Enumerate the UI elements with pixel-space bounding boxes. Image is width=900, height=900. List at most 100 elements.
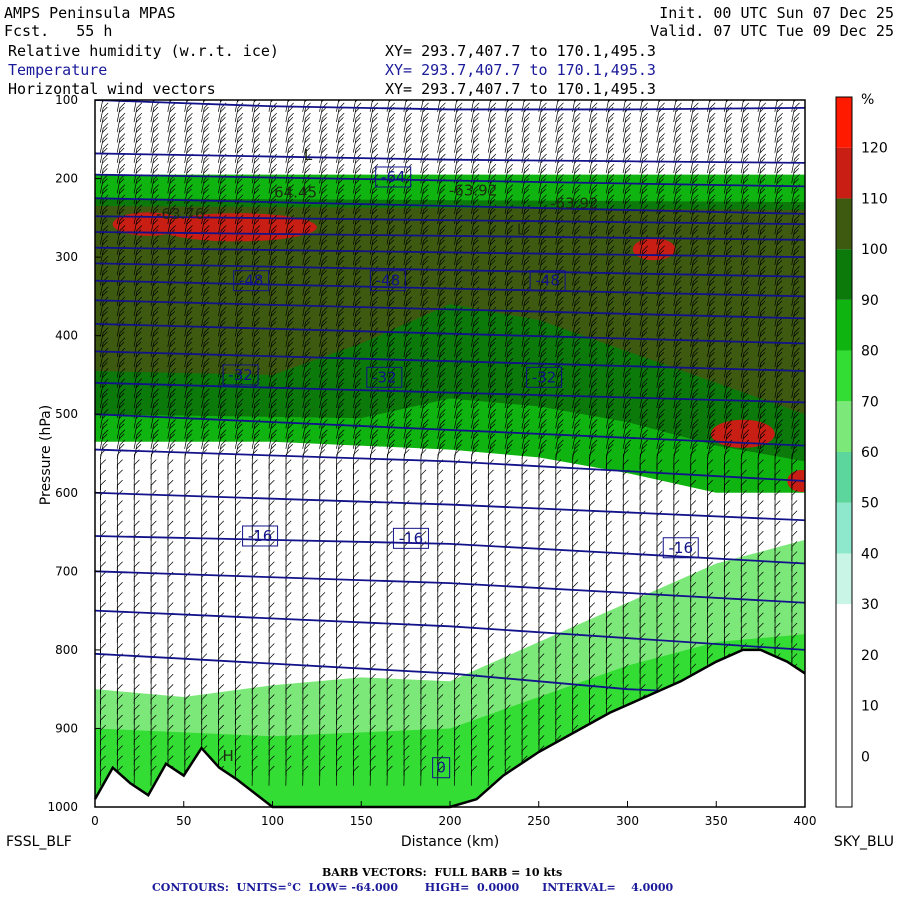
wind-barb-2613 bbox=[757, 100, 763, 112]
wind-barb-2191 bbox=[639, 571, 646, 592]
wind-barb-1697 bbox=[521, 317, 530, 337]
wind-barb-1403 bbox=[437, 735, 444, 756]
wind-barb-1679 bbox=[521, 133, 530, 153]
wind-barb-608 bbox=[251, 143, 261, 163]
wind-barb-673 bbox=[268, 123, 278, 143]
wind-barb-1200 bbox=[386, 714, 393, 735]
wind-barb-2546 bbox=[740, 100, 746, 112]
wind-barb-2010 bbox=[605, 100, 611, 112]
wind-barb-404 bbox=[201, 112, 210, 133]
wind-barb-2397 bbox=[690, 622, 697, 643]
colorbar-tick-6: 60 bbox=[861, 445, 879, 461]
wind-barb-1916 bbox=[572, 500, 579, 521]
wind-barb-1295 bbox=[420, 317, 429, 337]
wind-barb-1615 bbox=[504, 163, 514, 184]
wind-barb-782 bbox=[285, 551, 292, 572]
wind-barb-1131 bbox=[369, 694, 376, 715]
wind-barb-2064 bbox=[605, 643, 612, 664]
wind-barb-1378 bbox=[437, 479, 444, 500]
wind-barb-1999 bbox=[588, 663, 595, 684]
wind-barb-1121 bbox=[369, 592, 376, 613]
wind-barb-295 bbox=[167, 368, 176, 388]
wind-barb-33 bbox=[99, 429, 109, 449]
wind-barb-1504 bbox=[470, 398, 480, 419]
wind-barb-589 bbox=[234, 633, 241, 654]
wind-barb-1928 bbox=[572, 622, 579, 643]
wind-barb-1187 bbox=[386, 581, 393, 602]
wind-barb-309 bbox=[167, 510, 174, 531]
wind-barb-1635 bbox=[504, 368, 514, 388]
wind-barb-1797 bbox=[538, 653, 545, 674]
wind-barb-1498 bbox=[470, 337, 480, 357]
colorbar-bin-13 bbox=[836, 97, 852, 148]
wind-barb-930 bbox=[319, 694, 326, 715]
wind-barb-1745 bbox=[538, 123, 547, 143]
wind-barb-327 bbox=[167, 694, 174, 715]
wind-barb-4 bbox=[99, 133, 109, 153]
wind-barb-1898 bbox=[572, 317, 581, 337]
wind-barb-2574 bbox=[740, 378, 750, 398]
wind-barb-1863 bbox=[555, 643, 562, 664]
wind-barb-1738 bbox=[521, 735, 528, 756]
contour-label-5: -48 bbox=[239, 272, 264, 290]
wind-barb-38 bbox=[99, 479, 106, 500]
wind-barb-1111 bbox=[369, 490, 376, 511]
wind-barb-1030 bbox=[352, 347, 362, 368]
wind-barb-1647 bbox=[504, 490, 511, 511]
wind-barb-1470 bbox=[454, 735, 461, 756]
wind-barb-1818 bbox=[555, 184, 564, 204]
colorbar-bin-5 bbox=[836, 502, 852, 554]
wind-barb-2153 bbox=[639, 184, 648, 204]
wind-barb-2399 bbox=[690, 643, 697, 664]
wind-barb-187 bbox=[133, 633, 140, 654]
wind-barb-1880 bbox=[572, 133, 581, 153]
wind-barb-1544 bbox=[487, 123, 497, 143]
wind-barb-506 bbox=[218, 469, 225, 490]
wind-barb-1437 bbox=[454, 398, 463, 419]
wind-barb-1511 bbox=[470, 469, 477, 490]
wind-barb-1678 bbox=[521, 123, 530, 143]
wind-barb-50 bbox=[99, 602, 106, 623]
wind-barb-604 bbox=[251, 102, 261, 123]
wind-barb-1096 bbox=[369, 337, 379, 357]
wind-barb-2556 bbox=[740, 194, 750, 214]
wind-barb-1373 bbox=[437, 429, 446, 449]
wind-barb-1667 bbox=[504, 694, 511, 715]
wind-barb-832 bbox=[302, 378, 311, 398]
wind-barb-2518 bbox=[723, 490, 730, 511]
wind-barb-940 bbox=[336, 112, 345, 133]
wind-barb-1074 bbox=[369, 112, 379, 133]
wind-barb-2752 bbox=[791, 143, 800, 163]
wind-barb-1411 bbox=[454, 133, 463, 153]
wind-barb-567 bbox=[234, 409, 244, 429]
wind-barb-1085 bbox=[369, 225, 379, 245]
wind-barb-2081 bbox=[622, 133, 632, 153]
wind-barb-2441 bbox=[707, 388, 716, 409]
wind-barb-1330 bbox=[420, 673, 427, 694]
wind-barb-36 bbox=[99, 459, 106, 480]
wind-barb-703 bbox=[268, 429, 278, 449]
wind-barb-825 bbox=[302, 306, 311, 327]
wind-barb-2028 bbox=[605, 276, 615, 296]
wind-barb-331 bbox=[167, 735, 174, 756]
wind-barb-179 bbox=[133, 551, 140, 572]
wind-barb-1984 bbox=[588, 510, 595, 531]
wind-barb-287 bbox=[167, 286, 176, 306]
wind-barb-1021 bbox=[352, 255, 362, 276]
wind-barb-2125 bbox=[622, 581, 629, 602]
wind-barb-2056 bbox=[605, 561, 612, 582]
wind-barb-937 bbox=[319, 765, 326, 786]
wind-barb-2280 bbox=[673, 112, 682, 133]
wind-barb-313 bbox=[167, 551, 174, 572]
wind-barb-175 bbox=[133, 510, 140, 531]
wind-barb-594 bbox=[234, 684, 241, 705]
wind-barb-2598 bbox=[740, 622, 747, 643]
colorbar-bin-12 bbox=[836, 147, 852, 199]
wind-barb-2017 bbox=[605, 163, 615, 184]
wind-barb-595 bbox=[234, 694, 241, 715]
wind-barb-1029 bbox=[352, 337, 362, 357]
wind-barb-1215 bbox=[403, 184, 412, 204]
wind-barb-1123 bbox=[369, 612, 376, 633]
wind-barb-2800 bbox=[791, 633, 798, 654]
wind-barb-405 bbox=[201, 123, 210, 143]
